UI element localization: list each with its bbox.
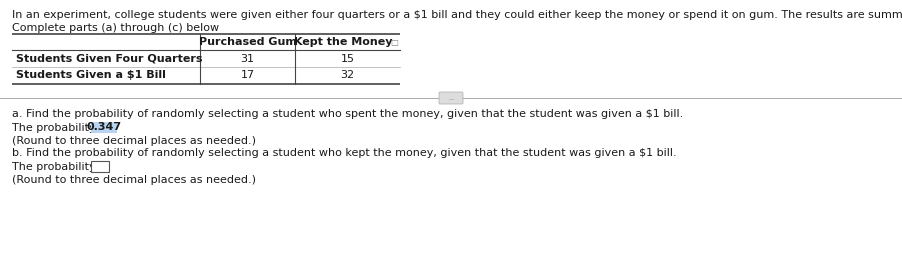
Text: Complete parts (a) through (c) below: Complete parts (a) through (c) below	[12, 23, 219, 33]
Bar	[91, 161, 109, 172]
Text: Students Given a $1 Bill: Students Given a $1 Bill	[16, 70, 166, 81]
Text: Kept the Money: Kept the Money	[294, 37, 392, 47]
Text: The probability is: The probability is	[12, 123, 112, 133]
Text: 0.347: 0.347	[87, 122, 122, 133]
Text: (Round to three decimal places as needed.): (Round to three decimal places as needed…	[12, 175, 256, 185]
Text: 32: 32	[340, 70, 354, 81]
Text: 17: 17	[241, 70, 254, 81]
Text: b. Find the probability of randomly selecting a student who kept the money, give: b. Find the probability of randomly sele…	[12, 148, 676, 158]
Text: (Round to three decimal places as needed.): (Round to three decimal places as needed…	[12, 136, 256, 146]
Text: Purchased Gum: Purchased Gum	[198, 37, 297, 47]
Text: 31: 31	[241, 53, 254, 64]
Text: Students Given Four Quarters: Students Given Four Quarters	[16, 53, 203, 64]
Text: 15: 15	[340, 53, 354, 64]
FancyBboxPatch shape	[91, 122, 117, 133]
Text: □: □	[390, 38, 398, 47]
Text: ...: ...	[448, 96, 454, 101]
Text: The probability is: The probability is	[12, 162, 112, 172]
Text: In an experiment, college students were given either four quarters or a $1 bill : In an experiment, college students were …	[12, 10, 902, 20]
FancyBboxPatch shape	[439, 92, 463, 104]
Text: a. Find the probability of randomly selecting a student who spent the money, giv: a. Find the probability of randomly sele…	[12, 109, 683, 119]
